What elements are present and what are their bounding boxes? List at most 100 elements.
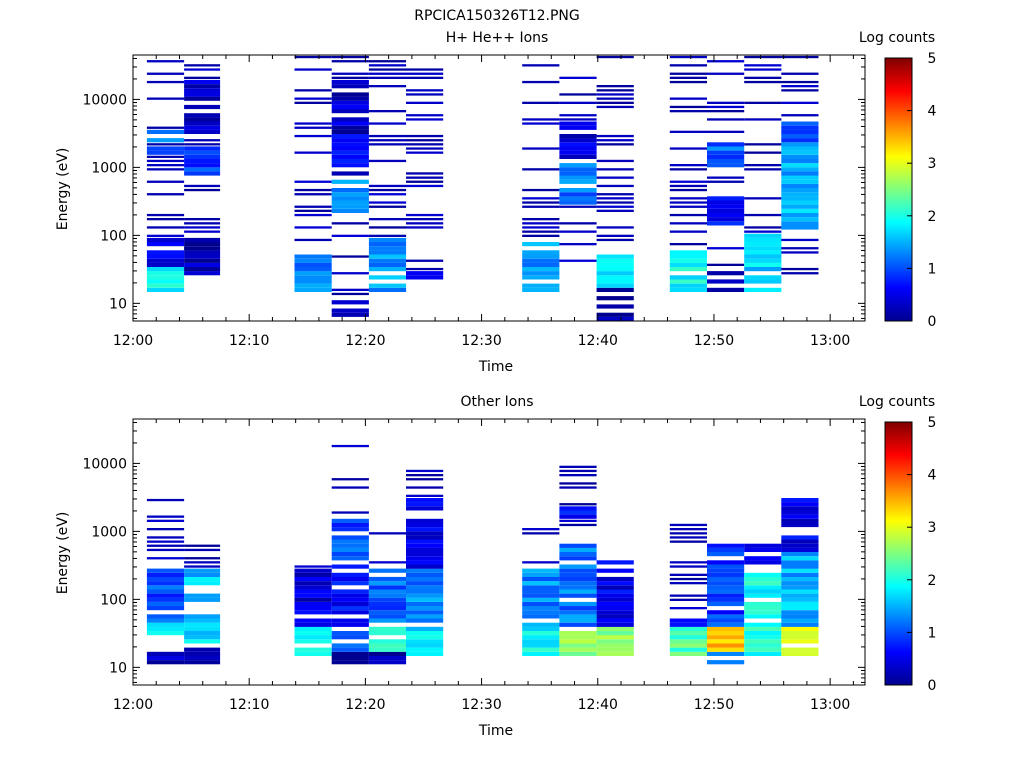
heatmap-cell [781,114,819,117]
heatmap-cell [559,205,597,208]
heatmap-cell [522,218,560,221]
heatmap-cell [669,582,707,585]
heatmap-cell [596,304,634,309]
heatmap-cell [146,287,185,292]
heatmap-cell [368,655,407,661]
heatmap-cell [669,168,707,171]
heatmap-cell [744,647,782,652]
heatmap-cell [368,614,407,619]
heatmap-cell [744,101,782,104]
heatmap-cell [744,76,782,79]
heatmap-cell [522,64,560,67]
heatmap-cell [744,226,782,229]
heatmap-cell [522,101,560,104]
heatmap-cell [368,201,407,204]
heatmap-cell [146,213,185,217]
heatmap-cell [781,618,819,623]
x-tick-label: 12:00 [113,333,153,349]
heatmap-cell [596,197,634,200]
heatmap-cell [294,254,332,259]
heatmap-cell [669,72,707,75]
heatmap-cell [781,138,819,143]
heatmap-cell [707,552,745,557]
heatmap-cell [406,535,444,540]
heatmap-cell [368,287,407,292]
heatmap-cell [781,576,819,582]
heatmap-cell [406,143,444,146]
heatmap-cell [368,606,407,611]
heatmap-cell [146,159,185,163]
heatmap-cell [331,597,369,602]
heatmap-cell [406,474,444,477]
heatmap-cell [707,543,745,548]
heatmap-cell [707,568,745,573]
heatmap-cell [294,565,332,568]
heatmap-cell [331,643,369,648]
heatmap-cell [559,639,597,644]
heatmap-cell [559,622,597,627]
heatmap-cell [522,201,560,204]
heatmap-cell [522,622,560,627]
heatmap-cell [406,259,444,262]
heatmap-cell [707,60,745,63]
heatmap-cell [669,618,707,623]
x-tick-label: 12:20 [345,697,385,713]
x-axis-label: Time [478,723,513,739]
heatmap-cell [146,279,185,284]
heatmap-cell [184,167,221,172]
heatmap-cell [331,60,369,63]
heatmap-cell [146,593,185,598]
heatmap-cell [294,585,332,590]
heatmap-cell [781,622,819,627]
heatmap-cell [596,226,634,229]
heatmap-cell [522,528,560,531]
heatmap-cell [406,593,444,598]
y-tick-label: 100 [100,592,127,608]
heatmap-cell [368,601,407,607]
heatmap-cell [669,197,707,200]
heatmap-cell [669,201,707,204]
heatmap-cell [406,180,444,183]
heatmap-cell [744,593,782,598]
heatmap-cell [331,255,369,258]
heatmap-cell [294,576,332,582]
heatmap-cell [331,535,369,540]
heatmap-cell [744,589,782,594]
heatmap-cell [522,635,560,640]
heatmap-cell [146,581,185,586]
heatmap-cell [294,134,332,138]
heatmap-cell [406,547,444,552]
heatmap-cell [707,564,745,569]
panel-h-he-ions: H+ He++ Ions Log counts Time Energy (eV)… [55,30,937,375]
heatmap-cell [294,267,332,272]
heatmap-cell [596,581,634,586]
heatmap-cell [744,233,782,238]
heatmap-cell [406,597,444,602]
heatmap-cell [559,188,597,193]
heatmap-cell [184,262,221,267]
heatmap-cell [559,125,597,130]
heatmap-cell [522,287,560,292]
heatmap-cell [781,614,819,619]
heatmap-cell [781,251,819,254]
heatmap-cell [707,204,745,209]
heatmap-cell [744,213,782,217]
heatmap-cell [707,593,745,598]
heatmap-cell [368,626,407,631]
heatmap-cell [744,254,782,259]
heatmap-cell [406,147,444,150]
heatmap-cell [707,581,745,586]
heatmap-cell [781,125,819,130]
heatmap-cell [707,576,745,582]
heatmap-cell [707,271,745,276]
heatmap-cell [744,547,782,552]
heatmap-cell [368,585,407,590]
heatmap-cell [596,93,634,96]
heatmap-cell [294,89,332,92]
heatmap-cell [406,89,444,92]
heatmap-cell [781,556,819,561]
heatmap-cell [146,498,185,502]
heatmap-cell [596,176,634,179]
heatmap-cell [294,568,332,573]
heatmap-cell [331,79,369,85]
